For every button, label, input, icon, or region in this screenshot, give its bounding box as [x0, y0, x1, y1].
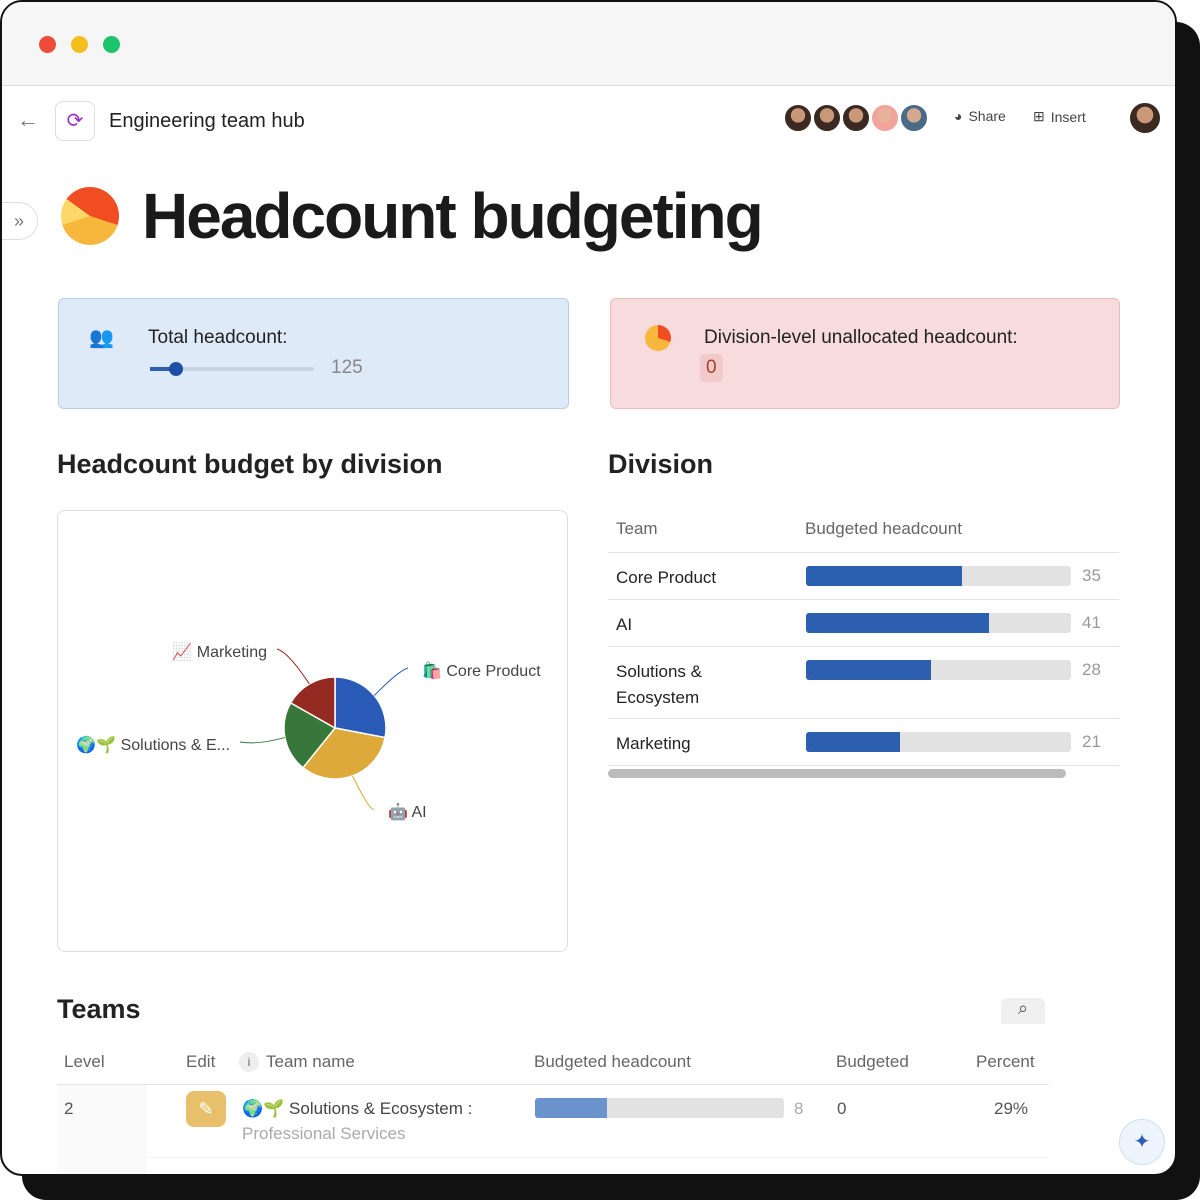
- division-header-team: Team: [616, 519, 658, 538]
- team-budgeted: 0: [837, 1099, 847, 1118]
- minimize-button[interactable]: [71, 36, 88, 53]
- division-headcount-value: 41: [1082, 613, 1101, 632]
- doc-icon[interactable]: ⟳: [55, 101, 95, 141]
- headcount-slider[interactable]: [150, 362, 314, 376]
- pie-label: 🛍️ Core Product: [422, 661, 541, 680]
- division-team: Core Product: [616, 568, 717, 587]
- pie-slice[interactable]: [334, 676, 387, 739]
- division-headcount-value: 28: [1082, 660, 1101, 679]
- pie-leader-line: [352, 775, 375, 810]
- pie-label: 📈 Marketing: [172, 642, 267, 661]
- avatar[interactable]: [812, 103, 842, 133]
- chart-section-title: Headcount budget by division: [57, 449, 443, 479]
- division-team: Marketing: [616, 734, 691, 753]
- pie-label: 🤖 AI: [388, 802, 427, 821]
- avatar[interactable]: [841, 103, 871, 133]
- division-header-headcount: Budgeted headcount: [805, 519, 962, 538]
- avatar[interactable]: [870, 103, 900, 133]
- teams-header-percent: Percent: [976, 1052, 1035, 1071]
- team-level: 2: [64, 1099, 74, 1118]
- horizontal-scrollbar[interactable]: [608, 769, 1066, 778]
- division-headcount-value: 21: [1082, 732, 1101, 751]
- info-icon[interactable]: i: [239, 1052, 259, 1072]
- team-headcount: 8: [794, 1099, 804, 1118]
- pie-chart: 🛍️ Core Product 🤖 AI 🌍🌱 Solutions & E... 📈 …: [76, 642, 541, 821]
- division-headcount-bar: [806, 732, 1071, 752]
- globe-icon: ◕: [954, 108, 963, 124]
- division-team: AI: [616, 615, 633, 634]
- page-title: Headcount budgeting: [142, 180, 764, 252]
- teams-title: Teams: [57, 994, 141, 1024]
- maximize-button[interactable]: [103, 36, 120, 53]
- team-subname: Professional Services: [242, 1124, 406, 1143]
- pie-leader-line: [373, 667, 409, 696]
- slider-handle[interactable]: [169, 362, 183, 376]
- expand-sidebar-icon[interactable]: »: [2, 202, 38, 240]
- division-title: Division: [608, 449, 714, 479]
- unallocated-value: 0: [700, 354, 723, 382]
- team-percent: 29%: [994, 1099, 1029, 1118]
- user-avatar[interactable]: [1128, 101, 1162, 135]
- insert-grid-icon: ⊞: [1033, 108, 1045, 124]
- edit-pencil-icon[interactable]: ✎: [186, 1091, 226, 1127]
- search-icon[interactable]: ⌕: [1001, 998, 1045, 1024]
- pie-leader-line: [239, 737, 286, 744]
- teams-header-level: Level: [64, 1052, 105, 1071]
- teams-header-headcount: Budgeted headcount: [534, 1052, 691, 1071]
- pie-label: 🌍🌱 Solutions & E...: [76, 735, 230, 754]
- insert-label: Insert: [1050, 108, 1086, 125]
- total-headcount-label: Total headcount:: [148, 327, 288, 348]
- team-headcount-bar: [535, 1098, 784, 1118]
- teams-header-team-name: Team name: [266, 1052, 355, 1071]
- division-headcount-bar: [806, 613, 1071, 633]
- ai-sparkle-icon[interactable]: ✦: [1119, 1119, 1165, 1165]
- share-label: Share: [968, 108, 1006, 124]
- app-window: ← ⟳ Engineering team hub ◕ Share ⊞ Insert …: [0, 0, 1177, 1176]
- close-button[interactable]: [39, 36, 56, 53]
- division-team: Solutions & Ecosystem: [616, 662, 702, 707]
- division-headcount-value: 35: [1082, 566, 1101, 585]
- pie-chart-emoji-icon: [61, 187, 119, 245]
- total-headcount-card: 👥 Total headcount: 125: [58, 298, 569, 409]
- pie-slice[interactable]: [283, 701, 337, 769]
- pie-chart-emoji-icon: [645, 325, 671, 351]
- unallocated-card: Division-level unallocated headcount: 0: [610, 298, 1120, 409]
- avatar[interactable]: [899, 103, 929, 133]
- title-bar: [2, 2, 1175, 86]
- people-icon: 👥: [89, 327, 114, 349]
- teams-header-budgeted: Budgeted: [836, 1052, 909, 1071]
- pie-slice[interactable]: [289, 676, 336, 730]
- insert-button[interactable]: ⊞ Insert: [1033, 108, 1086, 125]
- avatar[interactable]: [783, 103, 813, 133]
- back-arrow-icon[interactable]: ←: [17, 107, 39, 132]
- teams-header-edit: Edit: [186, 1052, 216, 1071]
- division-headcount-bar: [806, 566, 1071, 586]
- team-name[interactable]: 🌍🌱 Solutions & Ecosystem :: [242, 1099, 473, 1118]
- pie-leader-line: [276, 648, 310, 685]
- doc-title[interactable]: Engineering team hub: [109, 110, 305, 132]
- total-headcount-value: 125: [331, 357, 363, 378]
- share-button[interactable]: ◕ Share: [954, 108, 1006, 124]
- division-headcount-bar: [806, 660, 1071, 680]
- pie-chart-card: 🛍️ Core Product 🤖 AI 🌍🌱 Solutions & E... 📈 …: [57, 510, 568, 952]
- unallocated-label: Division-level unallocated headcount:: [704, 327, 1018, 348]
